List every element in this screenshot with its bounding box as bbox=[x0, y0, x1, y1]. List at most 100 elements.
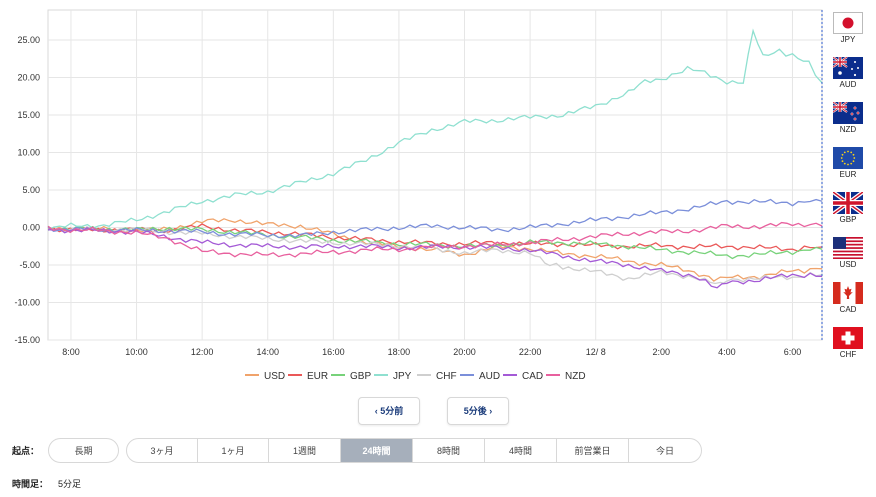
flag-label: NZD bbox=[839, 125, 857, 134]
legend-item-chf[interactable]: CHF bbox=[417, 371, 457, 382]
legend-item-jpy[interactable]: JPY bbox=[374, 371, 411, 382]
flag-item-nzd[interactable]: NZD bbox=[826, 102, 870, 134]
x-tick-label: 4:00 bbox=[718, 347, 736, 357]
flag-label: EUR bbox=[839, 170, 857, 179]
x-tick-label: 12/ 8 bbox=[586, 347, 606, 357]
range-button-previous-business-day[interactable]: 前営業日 bbox=[556, 438, 629, 463]
series-line-jpy bbox=[47, 28, 823, 231]
flag-label: CAD bbox=[839, 305, 857, 314]
range-label: 長期 bbox=[74, 446, 93, 456]
range-button-long-term[interactable]: 長期 bbox=[48, 438, 119, 463]
timeframe-row: 時間足： 5分足 bbox=[12, 477, 81, 490]
legend-swatch bbox=[417, 374, 431, 377]
flag-item-chf[interactable]: CHF bbox=[826, 327, 870, 359]
y-tick-label: -10.00 bbox=[14, 298, 40, 308]
legend-swatch bbox=[374, 374, 388, 377]
currency-strength-chart: 25.00 20.00 15.00 10.00 5.00 0.00 -5.00 -10.00 -… bbox=[14, 9, 823, 357]
flag-label: AUD bbox=[839, 80, 857, 89]
y-tick-label: 10.00 bbox=[17, 148, 40, 158]
legend-swatch bbox=[503, 374, 517, 377]
range-button-3-months[interactable]: 3ヶ月 bbox=[126, 438, 198, 463]
range-label: 3ヶ月 bbox=[150, 446, 174, 456]
flag-label: JPY bbox=[840, 35, 856, 44]
next-5min-button[interactable]: 5分後 › bbox=[447, 397, 509, 425]
range-label: 24時間 bbox=[362, 446, 391, 456]
legend-item-usd[interactable]: USD bbox=[245, 371, 285, 382]
range-label: 8時間 bbox=[436, 446, 460, 456]
y-tick-label: 15.00 bbox=[17, 110, 40, 120]
legend-swatch bbox=[460, 374, 474, 377]
range-label: 今日 bbox=[655, 446, 674, 456]
legend-label: CAD bbox=[522, 371, 544, 382]
flag-item-cad[interactable]: CAD bbox=[826, 282, 870, 314]
range-button-today[interactable]: 今日 bbox=[628, 438, 702, 463]
range-label: 1ヶ月 bbox=[221, 446, 245, 456]
flag-item-usd[interactable]: USD bbox=[826, 237, 870, 269]
legend-item-eur[interactable]: EUR bbox=[288, 371, 328, 382]
legend-item-aud[interactable]: AUD bbox=[460, 371, 500, 382]
legend-label: CHF bbox=[436, 371, 457, 382]
legend-label: EUR bbox=[307, 371, 329, 382]
flag-australia-icon bbox=[833, 57, 863, 79]
flag-label: USD bbox=[839, 260, 857, 269]
flag-eu-icon bbox=[833, 147, 863, 169]
x-tick-label: 14:00 bbox=[256, 347, 279, 357]
y-tick-label: -5.00 bbox=[19, 260, 40, 270]
series-line-usd bbox=[47, 218, 823, 282]
legend-swatch bbox=[546, 374, 560, 377]
range-button-1-week[interactable]: 1週間 bbox=[268, 438, 341, 463]
flag-new-zealand-icon bbox=[833, 102, 863, 124]
series-lines bbox=[47, 28, 823, 289]
flag-switzerland-icon bbox=[833, 327, 863, 349]
legend-label: GBP bbox=[350, 371, 372, 382]
legend-swatch bbox=[245, 374, 259, 377]
flag-usa-icon bbox=[833, 237, 863, 259]
flag-item-eur[interactable]: EUR bbox=[826, 147, 870, 179]
range-button-4-hours[interactable]: 4時間 bbox=[484, 438, 557, 463]
startpoint-label: 起点： bbox=[12, 446, 40, 456]
flag-item-aud[interactable]: AUD bbox=[826, 57, 870, 89]
legend-item-cad[interactable]: CAD bbox=[503, 371, 543, 382]
x-tick-label: 12:00 bbox=[191, 347, 214, 357]
x-tick-label: 18:00 bbox=[388, 347, 411, 357]
y-tick-label: 5.00 bbox=[22, 185, 40, 195]
legend-swatch bbox=[331, 374, 345, 377]
y-tick-label: -15.00 bbox=[14, 335, 40, 345]
legend-label: JPY bbox=[393, 371, 412, 382]
prev-5min-button[interactable]: ‹ 5分前 bbox=[358, 397, 420, 425]
plot-area bbox=[47, 9, 823, 341]
legend-label: NZD bbox=[565, 371, 586, 382]
x-tick-label: 2:00 bbox=[653, 347, 671, 357]
legend-item-nzd[interactable]: NZD bbox=[546, 371, 586, 382]
y-axis-tick-labels: 25.00 20.00 15.00 10.00 5.00 0.00 -5.00 -10.00 -… bbox=[14, 35, 40, 345]
legend-item-gbp[interactable]: GBP bbox=[331, 371, 371, 382]
flag-label: GBP bbox=[839, 215, 857, 224]
y-tick-label: 0.00 bbox=[22, 223, 40, 233]
chevron-right-icon: › bbox=[486, 406, 493, 416]
flag-item-jpy[interactable]: JPY bbox=[826, 12, 870, 44]
series-line-aud bbox=[47, 198, 823, 239]
x-tick-label: 22:00 bbox=[519, 347, 542, 357]
range-button-8-hours[interactable]: 8時間 bbox=[412, 438, 485, 463]
y-tick-label: 20.00 bbox=[17, 73, 40, 83]
range-label: 1週間 bbox=[292, 446, 316, 456]
x-tick-label: 8:00 bbox=[62, 347, 80, 357]
range-label: 前営業日 bbox=[574, 446, 611, 456]
timeframe-value: 5分足 bbox=[58, 479, 82, 489]
x-axis-tick-labels: 8:00 10:00 12:00 14:00 16:00 18:00 20:00 22:00 1… bbox=[62, 347, 801, 357]
x-tick-label: 20:00 bbox=[453, 347, 476, 357]
x-tick-label: 6:00 bbox=[784, 347, 802, 357]
flag-japan-icon bbox=[833, 12, 863, 34]
next-5min-label: 5分後 bbox=[463, 406, 487, 416]
flag-label: CHF bbox=[839, 350, 857, 359]
y-tick-label: 25.00 bbox=[17, 35, 40, 45]
flag-canada-icon bbox=[833, 282, 863, 304]
range-button-24-hours[interactable]: 24時間 bbox=[340, 438, 413, 463]
flag-uk-icon bbox=[833, 192, 863, 214]
x-tick-label: 10:00 bbox=[125, 347, 148, 357]
prev-5min-label: 5分前 bbox=[380, 406, 404, 416]
range-button-1-month[interactable]: 1ヶ月 bbox=[197, 438, 269, 463]
range-label: 4時間 bbox=[508, 446, 532, 456]
flag-item-gbp[interactable]: GBP bbox=[826, 192, 870, 224]
legend-swatch bbox=[288, 374, 302, 377]
